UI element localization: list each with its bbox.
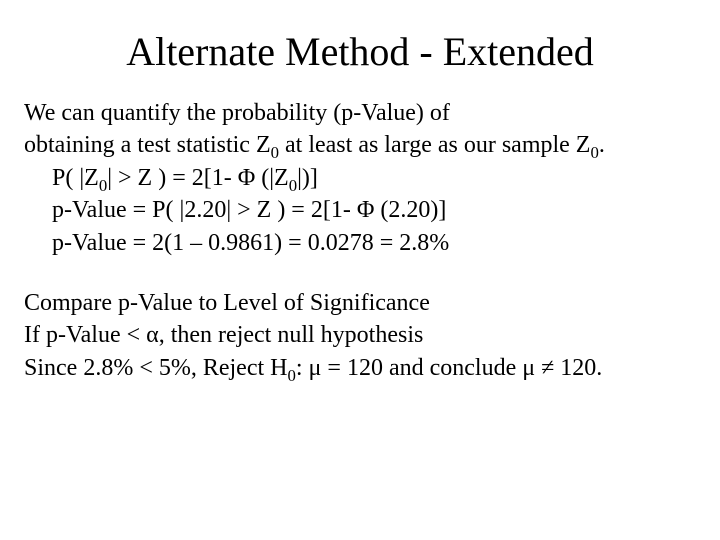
p2-l3-a: Since 2.8% < 5%, Reject H bbox=[24, 355, 287, 381]
paragraph-1: We can quantify the probability (p-Value… bbox=[24, 97, 696, 259]
p1-line2: obtaining a test statistic Z0 at least a… bbox=[24, 129, 696, 161]
p2-l3-b: : μ = 120 and conclude μ ≠ 120. bbox=[296, 355, 602, 381]
eq1-c: |)] bbox=[297, 165, 318, 191]
sub-eq1-b: 0 bbox=[289, 176, 297, 195]
sub-eq1-a: 0 bbox=[99, 176, 107, 195]
p1-l2-b: at least as large as our sample Z bbox=[279, 132, 590, 158]
equation-1: P( |Z0| > Z ) = 2[1- Φ (|Z0|)] bbox=[24, 162, 696, 194]
sub-z0-a: 0 bbox=[271, 143, 279, 162]
p1-l2-a: obtaining a test statistic Z bbox=[24, 132, 271, 158]
eq1-a: P( |Z bbox=[52, 165, 99, 191]
p1-line1: We can quantify the probability (p-Value… bbox=[24, 97, 696, 129]
paragraph-2: Compare p-Value to Level of Significance… bbox=[24, 287, 696, 384]
p2-line3: Since 2.8% < 5%, Reject H0: μ = 120 and … bbox=[24, 352, 696, 384]
slide: Alternate Method - Extended We can quant… bbox=[0, 0, 720, 540]
slide-body: We can quantify the probability (p-Value… bbox=[24, 97, 696, 384]
equation-3: p-Value = 2(1 – 0.9861) = 0.0278 = 2.8% bbox=[24, 227, 696, 259]
equation-2: p-Value = P( |2.20| > Z ) = 2[1- Φ (2.20… bbox=[24, 194, 696, 226]
sub-h0: 0 bbox=[287, 366, 295, 385]
p2-line1: Compare p-Value to Level of Significance bbox=[24, 287, 696, 319]
sub-z0-b: 0 bbox=[590, 143, 598, 162]
p1-l2-c: . bbox=[599, 132, 605, 158]
eq1-b: | > Z ) = 2[1- Φ (|Z bbox=[107, 165, 289, 191]
p2-line2: If p-Value < α, then reject null hypothe… bbox=[24, 319, 696, 351]
slide-title: Alternate Method - Extended bbox=[24, 28, 696, 75]
